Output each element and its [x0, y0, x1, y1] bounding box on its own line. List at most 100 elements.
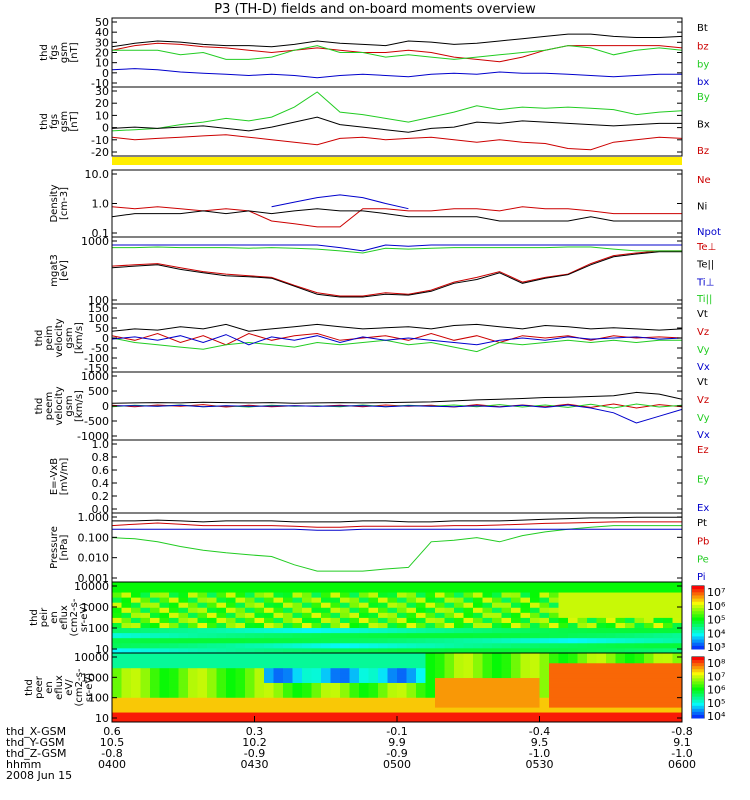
spectrogram-cell — [340, 627, 350, 634]
spectrogram-cell — [226, 697, 236, 703]
spectrogram-cell — [378, 637, 388, 644]
spectrogram-cell — [245, 597, 255, 603]
spectrogram-cell — [226, 582, 236, 588]
legend-Te||: Te|| — [696, 260, 714, 271]
spectrogram-cell — [492, 602, 502, 608]
x-axis-label: thd_Y-GSM — [6, 736, 65, 749]
spectrogram-cell — [387, 707, 398, 713]
y-tick-label: -150 — [84, 362, 109, 375]
spectrogram-cell — [454, 717, 464, 723]
spectrogram-cell — [159, 707, 170, 713]
spectrogram-cell — [245, 667, 255, 674]
spectrogram-cell — [188, 697, 198, 703]
spectrogram-cell — [283, 657, 293, 664]
spectrogram-cell — [672, 712, 683, 718]
spectrogram-cell — [663, 587, 673, 593]
spectrogram-cell — [235, 702, 246, 708]
spectrogram-cell — [549, 697, 559, 703]
spectrogram-cell — [568, 647, 578, 654]
spectrogram-cell — [558, 632, 569, 639]
spectrogram-cell — [672, 602, 683, 608]
y-tick-label: 0.8 — [92, 451, 110, 464]
spectrogram-cell — [131, 597, 141, 603]
spectrogram-cell — [121, 672, 132, 679]
spectrogram-cell — [159, 672, 170, 679]
y-axis-label: gsm — [64, 395, 75, 416]
spectrogram-cell — [150, 672, 160, 679]
spectrogram-cell — [511, 677, 521, 683]
spectrogram-cell — [207, 662, 217, 669]
spectrogram-cell — [634, 632, 645, 639]
spectrogram-cell — [463, 617, 474, 623]
spectrogram-cell — [292, 582, 303, 588]
spectrogram-cell — [587, 637, 597, 644]
spectrogram-cell — [340, 687, 350, 693]
spectrogram-cell — [473, 672, 483, 679]
y-axis-label: gsm — [59, 42, 70, 63]
spectrogram-cell — [549, 692, 559, 698]
spectrogram-cell — [625, 587, 635, 593]
spectrogram-cell — [226, 702, 236, 708]
spectrogram-cell — [197, 667, 208, 674]
spectrogram-cell — [245, 607, 255, 613]
spectrogram-cell — [435, 607, 445, 613]
spectrogram-cell — [302, 702, 312, 708]
y-axis-label: sr-eV) — [84, 673, 95, 702]
spectrogram-cell — [558, 592, 569, 598]
spectrogram-cell — [644, 682, 654, 688]
spectrogram-cell — [178, 662, 189, 669]
legend-Vy: Vy — [697, 413, 710, 424]
spectrogram-cell — [539, 653, 550, 659]
spectrogram-cell — [330, 707, 341, 713]
spectrogram-cell — [150, 707, 160, 713]
spectrogram-cell — [577, 697, 588, 703]
spectrogram-cell — [672, 597, 683, 603]
spectrogram-cell — [283, 662, 293, 669]
spectrogram-cell — [349, 612, 360, 618]
spectrogram-cell — [349, 617, 360, 623]
spectrogram-cell — [349, 642, 360, 649]
spectrogram-cell — [121, 612, 132, 618]
spectrogram-cell — [302, 607, 312, 613]
spectrogram-cell — [577, 622, 588, 629]
spectrogram-cell — [264, 667, 274, 674]
legend-Pt: Pt — [697, 518, 707, 529]
spectrogram-cell — [226, 597, 236, 603]
spectrogram-cell — [321, 632, 331, 639]
spectrogram-cell — [216, 617, 227, 623]
spectrogram-cell — [406, 702, 417, 708]
spectrogram-cell — [444, 692, 455, 698]
spectrogram-cell — [311, 592, 322, 598]
spectrogram-cell — [340, 712, 350, 718]
spectrogram-cell — [625, 632, 635, 639]
spectrogram-cell — [625, 642, 635, 649]
spectrogram-cell — [653, 627, 664, 634]
spectrogram-cell — [302, 662, 312, 669]
spectrogram-cell — [644, 582, 654, 588]
spectrogram-cell — [207, 697, 217, 703]
spectrogram-cell — [501, 702, 512, 708]
spectrogram-cell — [615, 717, 626, 723]
spectrogram-cell — [387, 612, 398, 618]
spectrogram-cell — [321, 712, 331, 718]
spectrogram-cell — [264, 692, 274, 698]
series-line-Ne — [111, 206, 682, 228]
spectrogram-cell — [653, 653, 664, 659]
spectrogram-cell — [159, 702, 170, 708]
spectrogram-cell — [416, 707, 426, 713]
spectrogram-cell — [254, 612, 265, 618]
spectrogram-cell — [292, 642, 303, 649]
spectrogram-cell — [159, 587, 170, 593]
spectrogram-cell — [197, 657, 208, 664]
spectrogram-cell — [292, 612, 303, 618]
spectrogram-cell — [359, 697, 369, 703]
spectrogram-cell — [207, 632, 217, 639]
x-axis-label: thd_X-GSM — [6, 725, 66, 738]
spectrogram-cell — [663, 717, 673, 723]
y-tick-label: -100 — [84, 352, 109, 365]
spectrogram-cell — [501, 662, 512, 669]
spectrogram-cell — [406, 667, 417, 674]
spectrogram-cell — [644, 692, 654, 698]
colorbar-step — [692, 623, 704, 628]
spectrogram-cell — [558, 697, 569, 703]
